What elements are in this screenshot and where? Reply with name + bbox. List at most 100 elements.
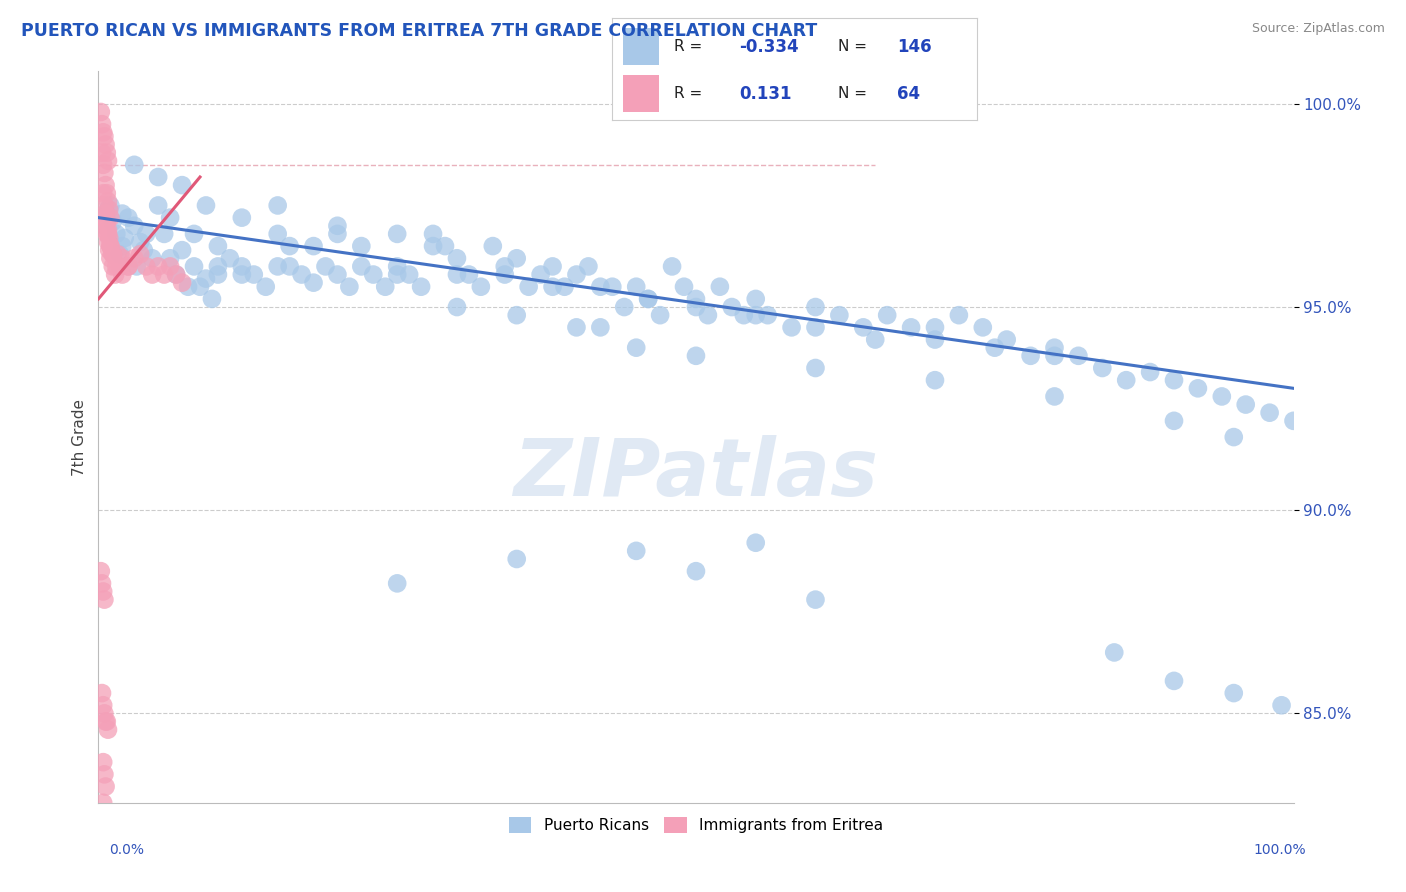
Point: [219, 252, 242, 266]
Point: [637, 292, 659, 306]
Point: [481, 239, 505, 253]
Point: [96, 186, 118, 201]
Point: [183, 227, 205, 241]
Point: [153, 227, 176, 241]
Point: [1163, 414, 1185, 428]
Point: [165, 268, 187, 282]
Point: [385, 227, 409, 241]
Point: [1115, 373, 1137, 387]
Point: [159, 252, 181, 266]
Point: [411, 279, 433, 293]
Point: [98, 243, 121, 257]
Point: [91, 686, 114, 700]
Point: [108, 260, 131, 274]
Point: [1234, 398, 1257, 412]
Point: [385, 268, 409, 282]
Point: [1043, 349, 1066, 363]
Point: [267, 227, 290, 241]
Point: [98, 198, 122, 212]
Point: [363, 268, 385, 282]
Point: [97, 723, 120, 737]
Point: [589, 320, 612, 334]
Point: [111, 252, 134, 266]
Text: -0.334: -0.334: [740, 37, 799, 55]
Point: [111, 239, 134, 253]
Point: [494, 268, 516, 282]
Point: [350, 239, 373, 253]
Point: [804, 592, 827, 607]
Point: [231, 260, 253, 274]
Point: [506, 308, 529, 322]
Point: [1163, 673, 1185, 688]
Point: [91, 125, 114, 139]
Point: [1211, 389, 1233, 403]
Point: [125, 260, 148, 274]
Point: [231, 211, 253, 225]
Point: [135, 227, 157, 241]
Point: [108, 247, 131, 261]
Bar: [623, 28, 659, 65]
Point: [385, 260, 409, 274]
Point: [1104, 645, 1126, 659]
Point: [565, 268, 588, 282]
Text: 146: 146: [897, 37, 931, 55]
Point: [91, 158, 114, 172]
Point: [172, 276, 194, 290]
Point: [124, 158, 146, 172]
Text: 100.0%: 100.0%: [1253, 843, 1306, 857]
Text: 0.131: 0.131: [740, 85, 792, 103]
Point: [326, 219, 349, 233]
Point: [984, 341, 1007, 355]
Point: [94, 137, 117, 152]
Text: 0.0%: 0.0%: [110, 843, 143, 857]
Text: R =: R =: [673, 39, 707, 54]
Point: [1282, 414, 1305, 428]
Point: [637, 292, 659, 306]
Point: [111, 268, 134, 282]
Text: N =: N =: [838, 39, 872, 54]
Point: [91, 117, 114, 131]
Point: [470, 279, 492, 293]
Point: [385, 576, 409, 591]
Point: [94, 206, 117, 220]
Point: [1223, 686, 1246, 700]
Text: ZIPatlas: ZIPatlas: [513, 434, 879, 513]
Point: [159, 211, 181, 225]
Point: [1163, 373, 1185, 387]
Point: [685, 300, 707, 314]
Point: [648, 308, 672, 322]
Point: [565, 320, 588, 334]
Point: [721, 300, 744, 314]
Point: [745, 308, 768, 322]
Point: [948, 308, 970, 322]
Point: [626, 341, 648, 355]
Point: [117, 260, 139, 274]
Point: [97, 227, 120, 241]
Point: [98, 239, 122, 253]
Legend: Puerto Ricans, Immigrants from Eritrea: Puerto Ricans, Immigrants from Eritrea: [502, 811, 890, 839]
Point: [129, 247, 152, 261]
Point: [422, 239, 444, 253]
Point: [278, 239, 301, 253]
Point: [541, 260, 564, 274]
Point: [93, 198, 115, 212]
Point: [117, 211, 139, 225]
Point: [141, 252, 163, 266]
Point: [129, 235, 152, 249]
Point: [745, 535, 768, 549]
Point: [541, 279, 564, 293]
Point: [141, 268, 163, 282]
Point: [626, 544, 648, 558]
Point: [101, 247, 124, 261]
Point: [589, 279, 612, 293]
Point: [135, 260, 157, 274]
Point: [685, 292, 707, 306]
Point: [326, 268, 349, 282]
Point: [172, 243, 194, 257]
Point: [96, 227, 118, 241]
Point: [446, 252, 468, 266]
Point: [852, 320, 875, 334]
Point: [195, 198, 218, 212]
Point: [1271, 698, 1294, 713]
Point: [278, 260, 301, 274]
